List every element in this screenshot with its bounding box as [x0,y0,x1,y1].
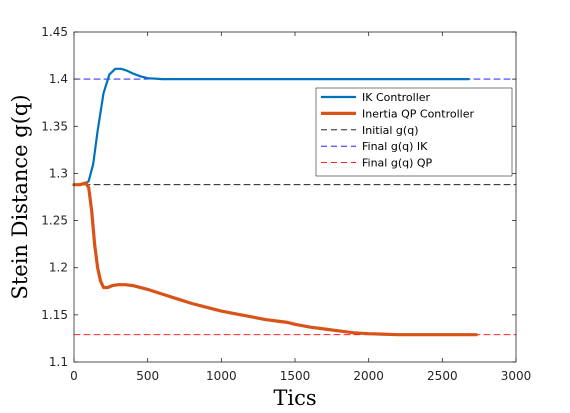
legend: IK Controller Inertia QP Controller Initia… [315,87,513,177]
y-tick-label: 1.45 [41,25,68,39]
y-tick-label: 1.3 [49,166,68,180]
axis-ticks: 0 500 1000 1500 2000 2500 3000 1.1 1.15 1.2 1.25 1.… [41,25,531,383]
x-tick-label: 500 [136,369,159,383]
y-axis-label: Stein Distance g(q) [8,94,32,299]
series-line-1 [72,181,478,337]
legend-label: Inertia QP Controller [362,107,474,120]
series-line-0 [72,67,470,186]
legend-label: Final g(q) QP [362,157,433,170]
x-axis-label: Tics [273,386,316,410]
x-tick-label: 1000 [206,369,237,383]
legend-box [315,87,513,177]
y-tick-label: 1.4 [49,72,68,86]
x-tick-label: 1500 [280,369,311,383]
legend-label: IK Controller [362,91,431,104]
y-tick-label: 1.15 [41,308,68,322]
y-tick-label: 1.35 [41,119,68,133]
x-tick-label: 0 [70,369,78,383]
legend-label: Initial g(q) [362,124,418,137]
x-tick-label: 3000 [501,369,532,383]
x-tick-label: 2000 [353,369,384,383]
legend-label: Final g(q) IK [362,140,428,153]
series-layer [72,67,517,337]
y-tick-label: 1.2 [49,261,68,275]
y-tick-label: 1.25 [41,214,68,228]
x-tick-label: 2500 [427,369,458,383]
y-tick-label: 1.1 [49,355,68,369]
